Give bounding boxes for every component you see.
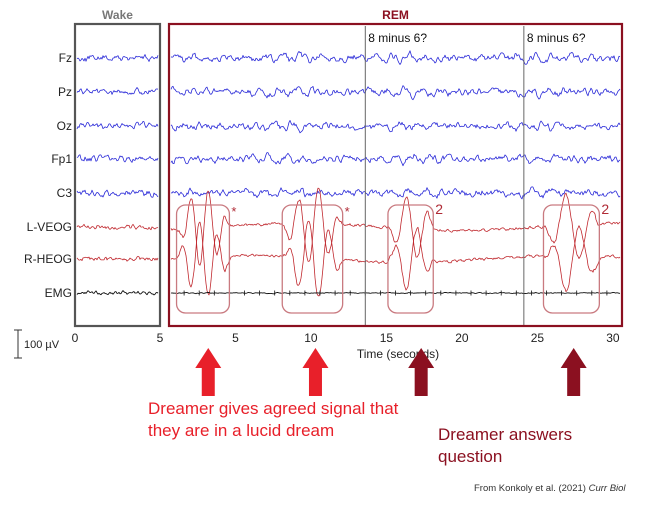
signal-marker-4: 2 xyxy=(601,201,609,217)
channel-label-fp1: Fp1 xyxy=(51,152,72,166)
signal-window-2 xyxy=(281,204,344,314)
question-label-1: 8 minus 6? xyxy=(368,31,427,45)
trace-l-veog-wake xyxy=(76,223,159,231)
trace-r-heog-rem xyxy=(170,220,621,297)
wake-tick-label: 0 xyxy=(72,331,79,345)
trace-emg-wake xyxy=(76,290,159,296)
channel-label-oz: Oz xyxy=(57,119,72,133)
trace-c3-wake xyxy=(76,189,159,198)
trace-fz-rem xyxy=(170,50,621,65)
channel-label-r-heog: R-HEOG xyxy=(24,252,72,266)
rem-tick-label: 25 xyxy=(531,331,545,345)
trace-pz-rem xyxy=(170,85,621,101)
trace-oz-wake xyxy=(76,121,159,130)
wake-panel-frame xyxy=(73,22,162,328)
signal-window-3 xyxy=(387,204,434,314)
channel-label-emg: EMG xyxy=(45,286,72,300)
question-label-2: 8 minus 6? xyxy=(527,31,586,45)
trace-r-heog-wake xyxy=(76,255,159,262)
signal-window-4 xyxy=(542,204,600,314)
citation-text: From Konkoly et al. (2021) xyxy=(474,483,589,494)
trace-oz-rem xyxy=(170,120,621,134)
wake-panel-title: Wake xyxy=(102,8,133,22)
trace-l-veog-rem xyxy=(170,187,621,266)
lucid-signal-note: Dreamer gives agreed signal that they ar… xyxy=(148,399,399,440)
trace-c3-rem xyxy=(170,186,621,200)
lucid-arrow-1 xyxy=(195,348,222,396)
answer-arrow-3 xyxy=(408,348,435,396)
channel-label-c3: C3 xyxy=(57,186,73,200)
trace-pz-wake xyxy=(76,87,159,95)
signal-marker-1: * xyxy=(231,204,236,219)
trace-fp1-rem xyxy=(170,152,621,167)
rem-tick-label: 15 xyxy=(380,331,394,345)
citation-journal: Curr Biol xyxy=(588,483,626,494)
trace-fz-wake xyxy=(76,54,159,62)
channel-label-pz: Pz xyxy=(58,85,72,99)
answer-note: Dreamer answers question xyxy=(438,425,573,466)
rem-tick-label: 10 xyxy=(304,331,318,345)
channel-label-fz: Fz xyxy=(59,51,72,65)
signal-marker-3: 2 xyxy=(435,201,443,217)
trace-fp1-wake xyxy=(76,154,159,163)
wake-tick-label: 5 xyxy=(157,331,164,345)
rem-tick-label: 5 xyxy=(232,331,239,345)
scale-bar-label: 100 µV xyxy=(24,339,60,351)
answer-arrow-4 xyxy=(560,348,587,396)
rem-tick-label: 30 xyxy=(606,331,620,345)
citation: From Konkoly et al. (2021) Curr Biol xyxy=(474,483,626,494)
rem-panel-title: REM xyxy=(382,8,409,22)
signal-marker-2: * xyxy=(345,204,350,219)
rem-tick-label: 20 xyxy=(455,331,469,345)
signal-window-1 xyxy=(175,204,231,314)
channel-label-l-veog: L-VEOG xyxy=(27,220,72,234)
rem-panel-frame xyxy=(167,22,624,328)
lucid-arrow-2 xyxy=(302,348,329,396)
